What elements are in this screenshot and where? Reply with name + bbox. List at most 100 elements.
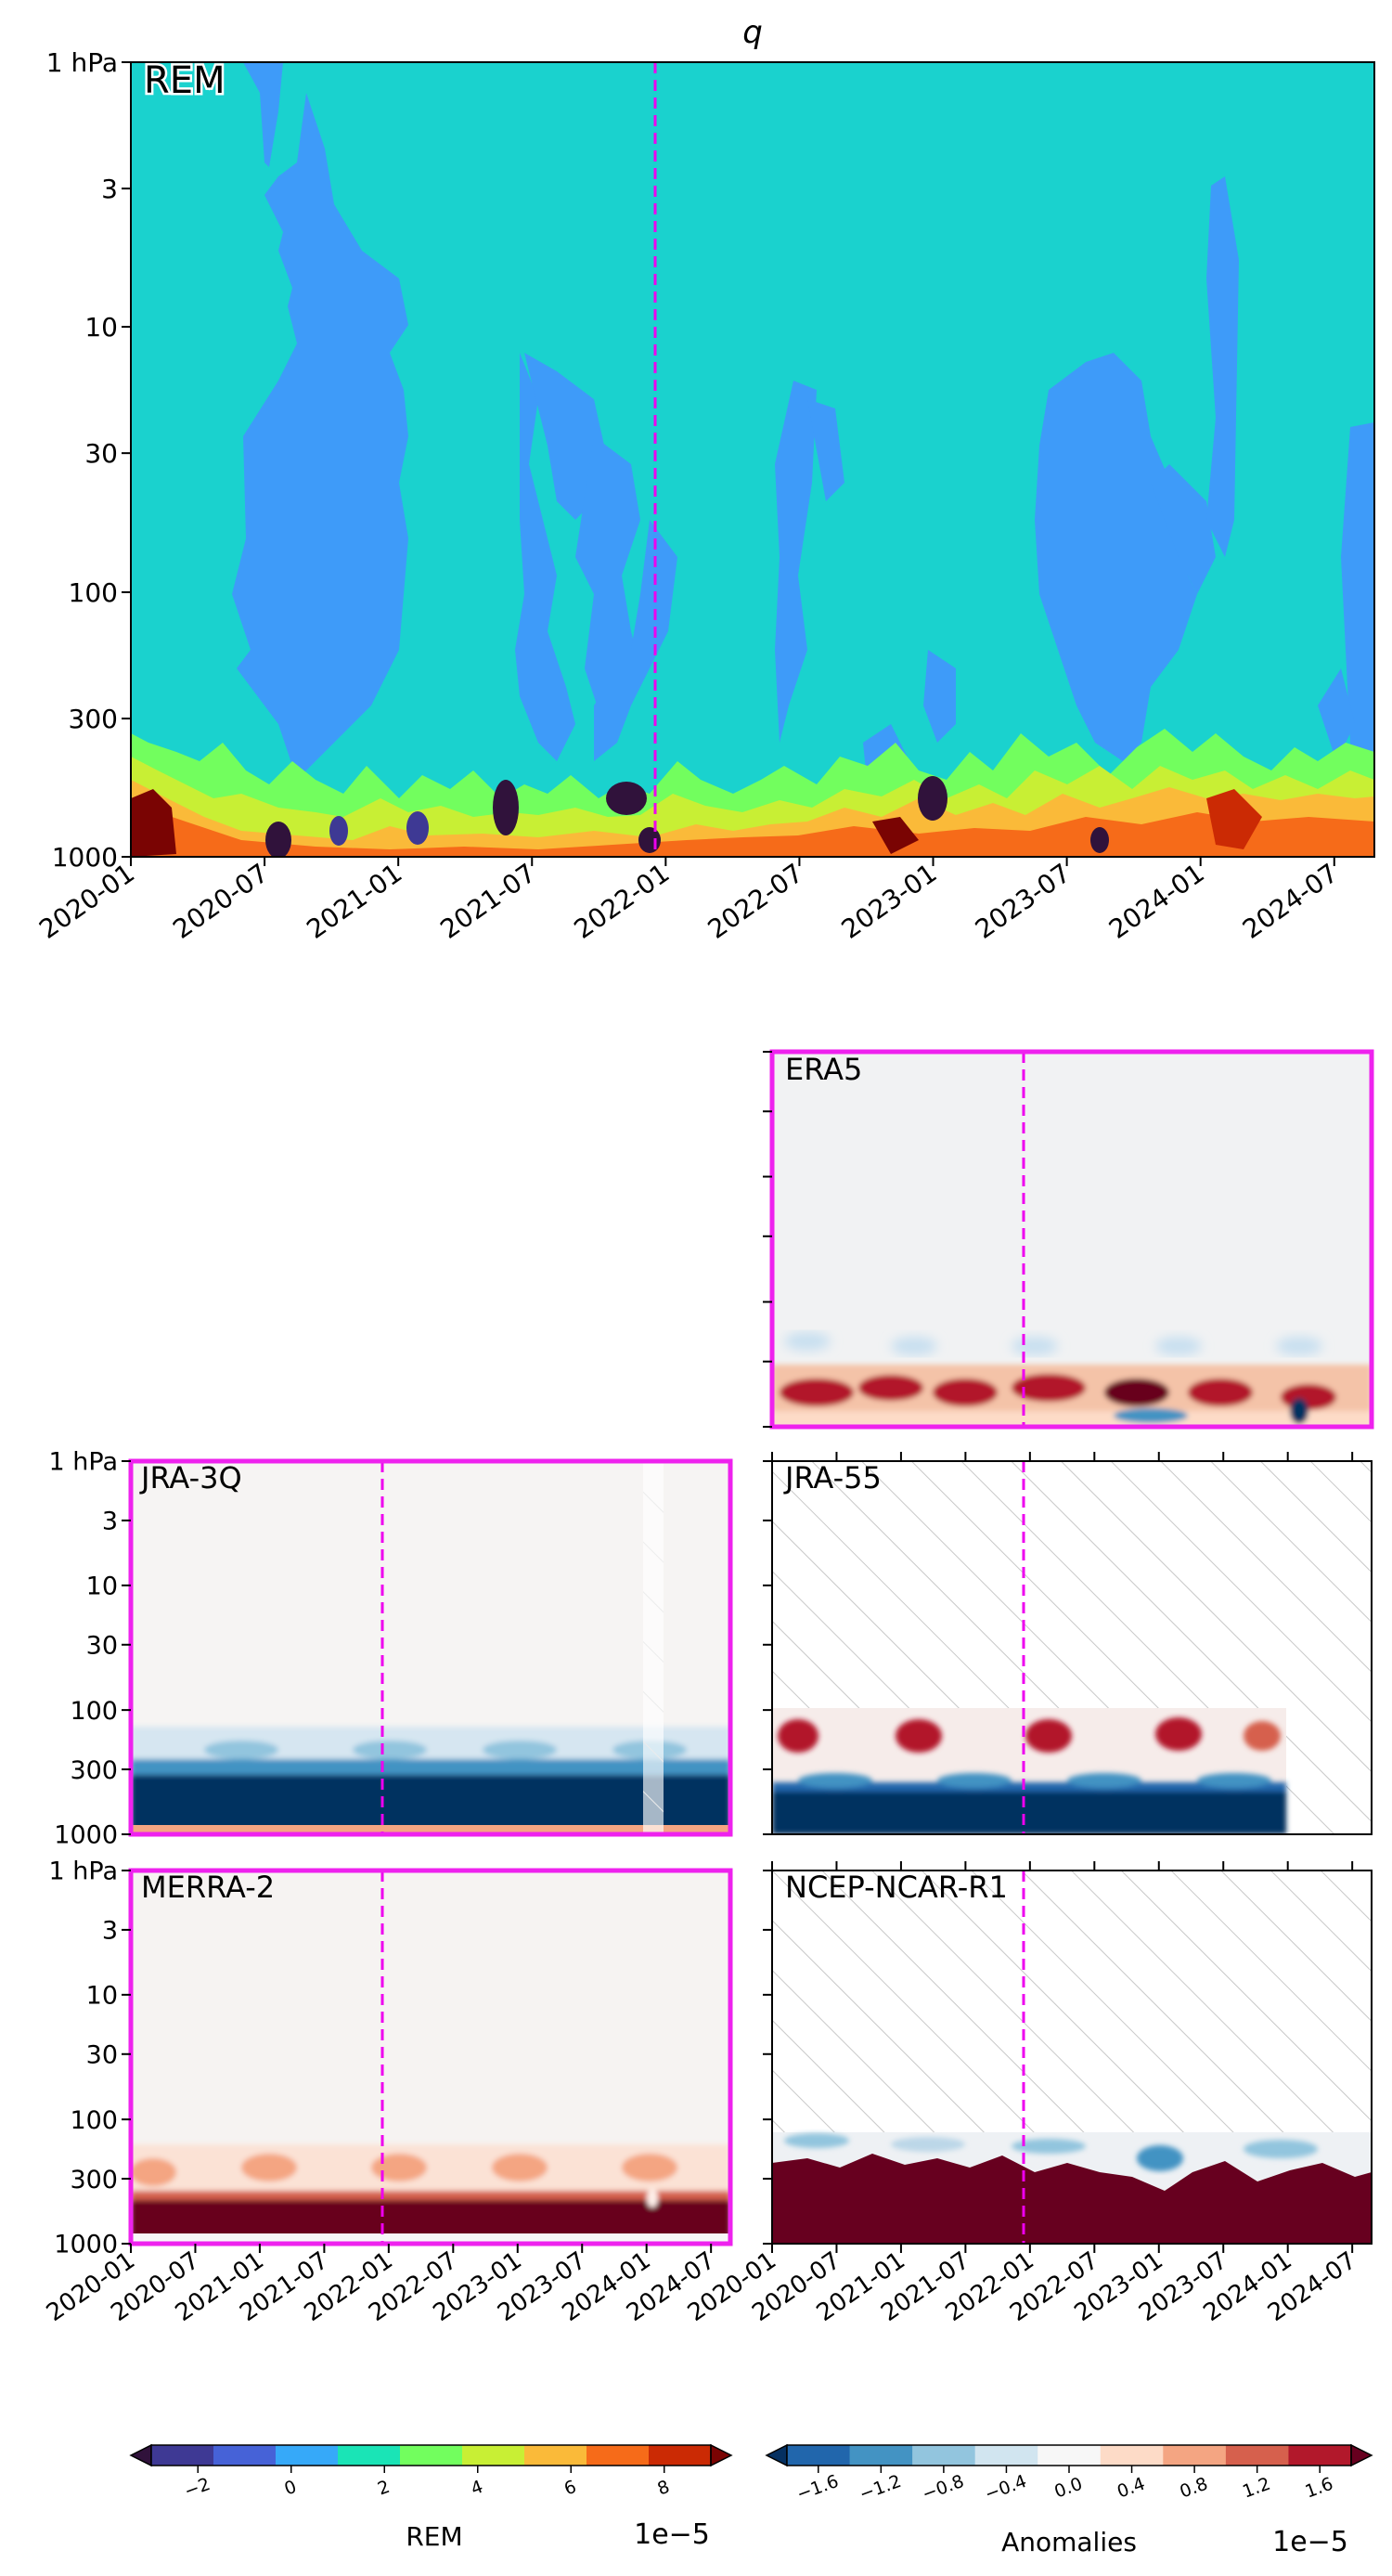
zone-13 bbox=[1206, 176, 1239, 557]
merra2-field-lower bbox=[131, 2144, 730, 2244]
zone-3 bbox=[515, 353, 575, 761]
colorbar-anomalies-cells bbox=[765, 2443, 1373, 2467]
colorbar-tick-label: 0.4 bbox=[1115, 2474, 1148, 2503]
ncep-label: NCEP-NCAR-R1 bbox=[785, 1870, 1008, 1905]
jra55-label: JRA-55 bbox=[783, 1460, 882, 1495]
jra3q-frame bbox=[128, 1458, 733, 1837]
colorbar-rem-cells bbox=[129, 2443, 733, 2467]
merra2-label: MERRA-2 bbox=[141, 1870, 275, 1905]
panel-jra3q: JRA-3Q 1 hPa 3 10 30 100 300 1000 bbox=[49, 1448, 733, 1850]
band-red bbox=[131, 803, 1374, 857]
zone-12 bbox=[1151, 464, 1216, 594]
era5-field-lower bbox=[772, 1365, 1372, 1427]
main-field-lower-band bbox=[131, 729, 1374, 857]
era5-frame bbox=[769, 1049, 1374, 1430]
main-x-axis: 2020-01 2020-07 2021-01 2021-07 2022-01 2022-… bbox=[33, 857, 1344, 945]
y-tick-label: 300 bbox=[70, 2166, 118, 2194]
y-tick-label: 3 bbox=[102, 1508, 118, 1536]
colorbar-tick-label: 4 bbox=[469, 2477, 486, 2500]
colorbar-cell bbox=[974, 2445, 1038, 2466]
colorbar-outline bbox=[150, 2444, 712, 2466]
x-tick-label: 2024-07 bbox=[1237, 858, 1344, 945]
colorbar-cell bbox=[586, 2445, 650, 2466]
main-field-negative-zones bbox=[232, 62, 1374, 857]
y-tick-label: 1 hPa bbox=[46, 47, 118, 78]
colorbar-anomalies: −1.6 −1.2 −0.8 −0.4 0.0 0.4 0.8 1.2 1.6 Anomalie… bbox=[765, 2443, 1373, 2558]
colorbar-extend-low bbox=[765, 2443, 788, 2467]
colorbar-tick-label: 2 bbox=[375, 2477, 393, 2500]
jra3q-bottom-light bbox=[131, 1825, 730, 1834]
y-tick-label: 30 bbox=[84, 438, 118, 469]
y-tick-label: 1000 bbox=[52, 842, 118, 873]
ncep-positive-band bbox=[772, 2154, 1372, 2244]
ncep-ticks bbox=[763, 1861, 1354, 2245]
colorbar-cell bbox=[276, 2445, 339, 2466]
colorbar-tick-label: −0.4 bbox=[982, 2471, 1029, 2505]
band-darkred bbox=[131, 789, 176, 857]
colorbar-cell bbox=[787, 2445, 851, 2466]
chart-title: q bbox=[742, 14, 763, 51]
colorbar-tick-label: −1.6 bbox=[794, 2471, 842, 2505]
colorbar-cell bbox=[213, 2445, 277, 2466]
x-tick-label: 2024-01 bbox=[1103, 858, 1210, 945]
jra3q-field-lower bbox=[131, 1727, 730, 1834]
colorbar-cell bbox=[1100, 2445, 1164, 2466]
zone-5 bbox=[575, 436, 640, 724]
colorbar-cell bbox=[1288, 2445, 1352, 2466]
ncep-x-axis: 2020-012020-072021-012021-072022-012022-… bbox=[683, 2244, 1361, 2327]
jra3q-label: JRA-3Q bbox=[139, 1460, 242, 1495]
colorbar-tick-label: 0 bbox=[282, 2477, 300, 2500]
ncep-field bbox=[772, 2132, 1372, 2244]
zone-10 bbox=[923, 650, 956, 743]
y-tick-label: 10 bbox=[86, 1573, 118, 1601]
colorbar-cell bbox=[400, 2445, 463, 2466]
jra3q-y-axis: 1 hPa 3 10 30 100 300 1000 bbox=[49, 1448, 131, 1850]
colorbar-tick-label: −2 bbox=[182, 2474, 213, 2502]
colorbar-rem-scale: 1e−5 bbox=[634, 2518, 710, 2551]
band-darkred-3 bbox=[1206, 789, 1262, 849]
y-tick-label: 1 hPa bbox=[49, 1448, 119, 1477]
era5-left-ticks bbox=[763, 1051, 772, 1428]
colorbar-rem-ticks: −2 0 2 4 6 8 bbox=[182, 2466, 673, 2502]
main-dark-spots bbox=[265, 776, 1109, 857]
x-tick-label: 2021-07 bbox=[435, 858, 542, 945]
x-tick-label: 2021-01 bbox=[301, 858, 407, 945]
colorbar-extend-high bbox=[1350, 2443, 1373, 2467]
jra55-ticks bbox=[763, 1452, 1354, 1835]
y-tick-label: 1000 bbox=[54, 2231, 118, 2259]
x-tick-label: 2022-07 bbox=[702, 858, 809, 945]
era5-label: ERA5 bbox=[785, 1052, 862, 1087]
colorbar-cell bbox=[912, 2445, 976, 2466]
y-tick-label: 3 bbox=[101, 174, 118, 204]
colorbar-anomalies-label: Anomalies bbox=[1001, 2527, 1137, 2557]
colorbar-cell bbox=[1163, 2445, 1227, 2466]
panel-jra55: JRA-55 bbox=[763, 1452, 1373, 1835]
colorbar-cell bbox=[649, 2445, 712, 2466]
y-tick-label: 10 bbox=[86, 1982, 118, 2011]
merra2-bottom-edge bbox=[131, 2233, 730, 2244]
colorbar-tick-label: −1.2 bbox=[857, 2471, 904, 2505]
colorbar-extend-high bbox=[710, 2443, 733, 2467]
colorbar-cell bbox=[462, 2445, 525, 2466]
x-tick-label: 2020-07 bbox=[167, 858, 274, 945]
colorbar-cell bbox=[524, 2445, 587, 2466]
zone-15 bbox=[1318, 668, 1355, 761]
x-tick-label: 2023-07 bbox=[970, 858, 1076, 945]
y-tick-label: 3 bbox=[102, 1917, 118, 1946]
panel-ncep: NCEP-NCAR-R1 2020-012020-072021-012021-0… bbox=[683, 1861, 1373, 2327]
colorbar-cell bbox=[1038, 2445, 1102, 2466]
colorbar-tick-label: 0.8 bbox=[1177, 2474, 1210, 2503]
band-darkred-2 bbox=[872, 817, 919, 854]
era5-field-background bbox=[772, 1052, 1372, 1427]
colorbar-cell bbox=[338, 2445, 401, 2466]
colorbar-tick-label: 6 bbox=[561, 2477, 579, 2500]
zone-14 bbox=[1341, 422, 1374, 857]
x-tick-label: 2022-01 bbox=[569, 858, 676, 945]
colorbar-rem-label: REM bbox=[406, 2521, 462, 2552]
colorbar-anomalies-scale: 1e−5 bbox=[1272, 2526, 1348, 2558]
jra55-field bbox=[772, 1708, 1286, 1834]
y-tick-label: 100 bbox=[70, 2106, 118, 2135]
main-panel-label: REM bbox=[144, 59, 226, 102]
y-tick-label: 100 bbox=[70, 1697, 118, 1726]
